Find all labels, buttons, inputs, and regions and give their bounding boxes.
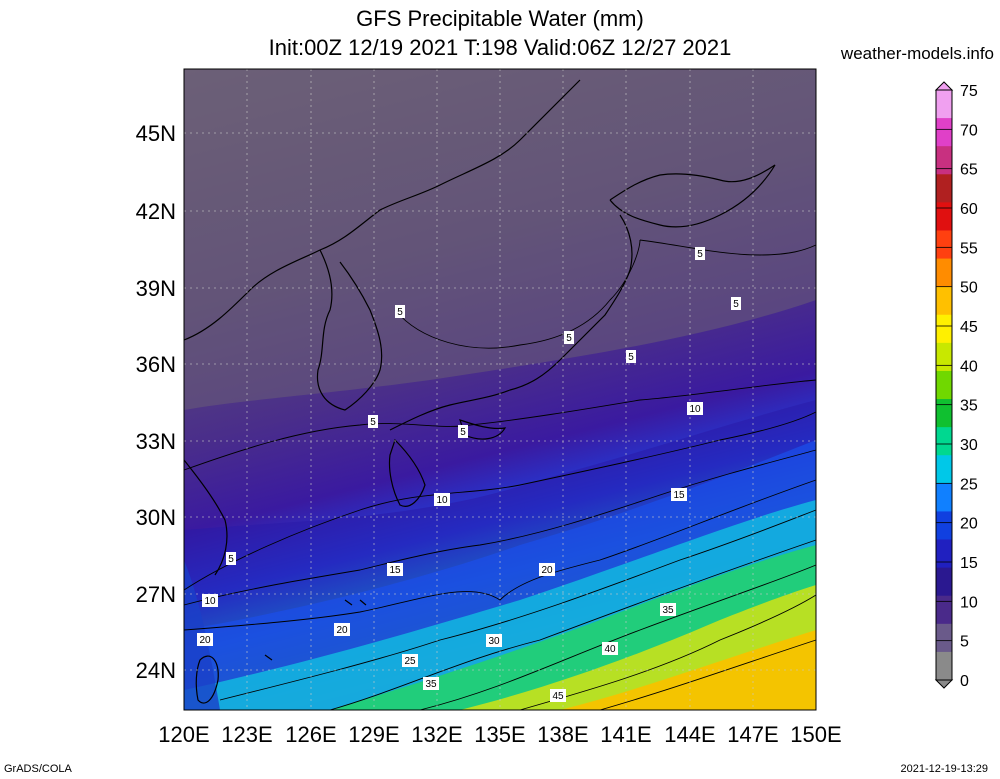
contour-label: 20 [336, 625, 348, 636]
lon-label: 147E [727, 722, 778, 747]
colorbar-label: 0 [960, 673, 969, 690]
lon-label: 144E [664, 722, 715, 747]
lat-label: 33N [136, 429, 176, 454]
lat-label: 27N [136, 582, 176, 607]
colorbar-label: 55 [960, 240, 978, 257]
contour-label: 5 [566, 333, 572, 344]
colorbar-segment [936, 174, 952, 203]
graticule [184, 69, 816, 710]
colorbar-label: 15 [960, 555, 978, 572]
colorbar-segment [936, 146, 952, 175]
longitude-labels: 120E 123E 126E 129E 132E 135E 138E 141E … [158, 722, 841, 747]
contour-label: 5 [733, 299, 739, 310]
lat-label: 24N [136, 658, 176, 683]
lon-label: 129E [348, 722, 399, 747]
lat-label: 42N [136, 199, 176, 224]
colorbar-segment [936, 427, 952, 456]
colorbar-segment [936, 455, 952, 484]
lon-label: 150E [790, 722, 841, 747]
colorbar-label: 75 [960, 83, 978, 100]
colorbar-segment [936, 511, 952, 541]
footer-software: GrADS/COLA [4, 763, 72, 775]
colorbar-segment [936, 90, 952, 119]
contour-label: 5 [697, 249, 703, 260]
colorbar-label: 65 [960, 162, 978, 179]
colorbar-segment [936, 286, 952, 316]
colorbar-segment [936, 230, 952, 260]
colorbar-segment [936, 314, 952, 344]
contour-label: 5 [628, 352, 634, 363]
map-frame [183, 68, 817, 711]
footer-timestamp: 2021-12-19-13:29 [900, 763, 988, 775]
lat-label: 45N [136, 121, 176, 146]
colorbar-segment [936, 370, 952, 400]
site-credit: weather-models.info [840, 44, 994, 63]
colorbar-top-arrow [934, 81, 954, 91]
lat-label: 36N [136, 352, 176, 377]
colorbar-segment [936, 483, 952, 512]
colorbar-segment [936, 651, 952, 681]
contour-label: 15 [389, 565, 401, 576]
lon-label: 141E [600, 722, 651, 747]
colorbar-segment [936, 202, 952, 231]
colorbar-label: 10 [960, 594, 978, 611]
contour-label: 5 [460, 427, 466, 438]
chart-title: GFS Precipitable Water (mm) [356, 6, 644, 31]
lon-label: 120E [158, 722, 209, 747]
colorbar-segment [936, 118, 952, 147]
contour-label: 5 [228, 554, 234, 565]
colorbar-segment [936, 399, 952, 428]
contour-label: 15 [673, 490, 685, 501]
colorbar-segment [936, 258, 952, 288]
contour-label: 5 [397, 307, 403, 318]
colorbar-bottom-arrow [934, 679, 954, 689]
colorbar-label: 70 [960, 122, 978, 139]
lat-label: 30N [136, 505, 176, 530]
colorbar-label: 20 [960, 516, 978, 533]
lat-label: 39N [136, 276, 176, 301]
colorbar-segment [936, 595, 952, 625]
contour-lines [183, 239, 817, 711]
contour-label: 35 [425, 679, 437, 690]
colorbar-label: 30 [960, 437, 978, 454]
colorbar-segment [936, 623, 952, 653]
lon-label: 126E [285, 722, 336, 747]
lon-label: 123E [221, 722, 272, 747]
contour-label: 5 [370, 417, 376, 428]
colorbar-segment [936, 539, 952, 569]
lon-label: 138E [537, 722, 588, 747]
colorbar-label: 25 [960, 476, 978, 493]
contour-label: 25 [404, 656, 416, 667]
colorbar-label: 50 [960, 280, 978, 297]
colorbar-segment [936, 342, 952, 372]
colorbar-label: 60 [960, 201, 978, 218]
contour-labels: 5 5 5 5 5 5 5 5 10 10 10 15 15 20 20 20 … [197, 247, 741, 702]
colorbar-label: 5 [960, 634, 969, 651]
contour-label: 20 [541, 565, 553, 576]
contour-label: 10 [204, 596, 216, 607]
colorbar-label: 45 [960, 319, 978, 336]
lon-label: 132E [411, 722, 462, 747]
chart-subtitle: Init:00Z 12/19 2021 T:198 Valid:06Z 12/2… [268, 35, 732, 60]
contour-label: 45 [552, 691, 564, 702]
contour-label: 35 [662, 605, 674, 616]
colorbar-segment [936, 567, 952, 597]
contour-label: 10 [436, 495, 448, 506]
colorbar-label: 35 [960, 398, 978, 415]
contour-label: 40 [604, 644, 616, 655]
contour-label: 10 [689, 404, 701, 415]
contour-label: 30 [488, 636, 500, 647]
colorbar-label: 40 [960, 358, 978, 375]
latitude-labels: 45N 42N 39N 36N 33N 30N 27N 24N [136, 121, 176, 683]
contour-label: 20 [199, 635, 211, 646]
lon-label: 135E [474, 722, 525, 747]
